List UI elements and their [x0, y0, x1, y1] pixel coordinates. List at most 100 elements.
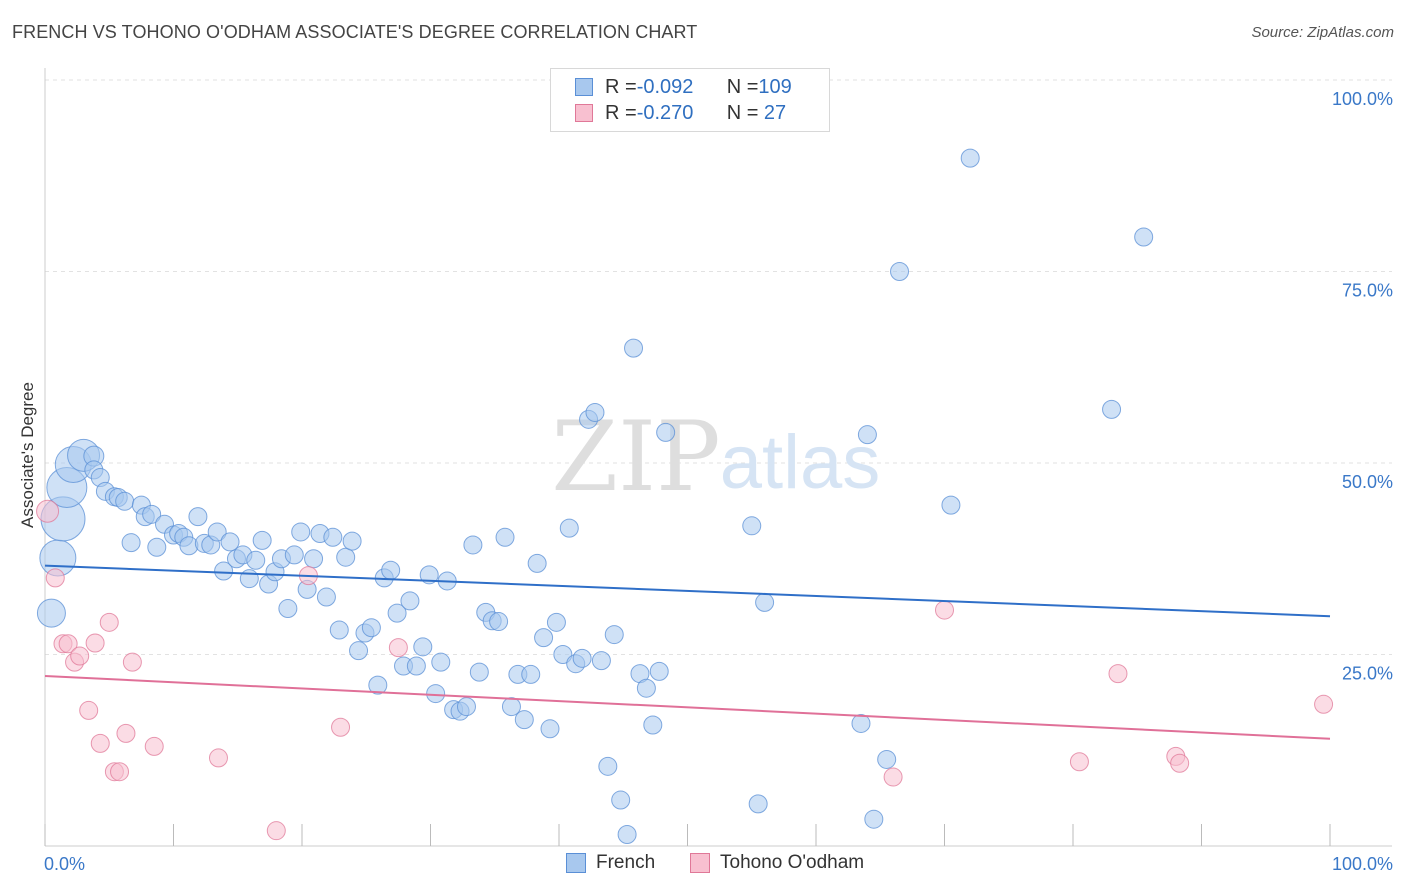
point-french: [419, 565, 439, 585]
watermark-zip: ZIP: [551, 401, 720, 513]
point-french: [941, 495, 961, 515]
point-french: [546, 612, 566, 632]
point-french: [604, 625, 624, 645]
point-french: [336, 547, 356, 567]
point-french: [387, 603, 407, 623]
point-french: [246, 550, 266, 570]
point-french: [252, 530, 272, 550]
y-axis-label: Associate's Degree: [18, 382, 37, 528]
source-label: Source: ZipAtlas.com: [1251, 24, 1394, 41]
legend-n-label: N =: [726, 75, 759, 98]
point-french: [755, 592, 775, 612]
bottom-legend-tohono[interactable]: Tohono O'odham: [690, 852, 864, 874]
point-french: [323, 527, 343, 547]
point-french: [572, 648, 592, 668]
point-french: [585, 402, 605, 422]
point-french: [501, 697, 521, 717]
point-french: [142, 504, 162, 524]
point-french: [611, 790, 631, 810]
trend-layer: [44, 564, 1331, 740]
legend-n-label: N =: [726, 101, 759, 124]
point-french: [329, 620, 349, 640]
point-french: [220, 532, 240, 552]
grid-layer: [45, 79, 1392, 655]
point-french: [649, 661, 669, 681]
point-french: [349, 641, 369, 661]
x-tick-label: 0.0%: [44, 854, 85, 874]
point-french: [284, 545, 304, 565]
point-french: [514, 710, 534, 730]
bottom-legend: French Tohono O'odham: [0, 852, 1406, 878]
point-french: [960, 148, 980, 168]
y-tick-label: 25.0%: [1342, 664, 1393, 684]
point-tohono: [36, 499, 60, 523]
point-tohono: [58, 634, 78, 654]
bottom-legend-french[interactable]: French: [566, 852, 655, 874]
watermark: ZIP atlas: [551, 401, 880, 513]
bottom-legend-label: Tohono O'odham: [720, 852, 865, 873]
bottom-legend-swatch-french: [566, 853, 586, 873]
point-french: [342, 531, 362, 551]
point-french: [413, 637, 433, 657]
point-french: [469, 662, 489, 682]
point-french: [591, 651, 611, 671]
y-tick-label: 100.0%: [1332, 89, 1393, 109]
point-french: [115, 491, 135, 511]
point-french: [207, 522, 227, 542]
point-french: [489, 612, 509, 632]
tick-labels-layer: 100.0% 75.0% 50.0% 25.0% 0.0% 100.0%: [44, 89, 1393, 874]
point-french: [857, 425, 877, 445]
point-french: [1102, 399, 1122, 419]
point-tohono: [331, 717, 351, 737]
axes-layer: [44, 68, 1392, 847]
point-french: [598, 756, 618, 776]
point-french: [188, 507, 208, 527]
point-tohono: [1108, 664, 1128, 684]
legend-r-label: R =: [605, 75, 637, 98]
legend-swatch-french: [575, 78, 593, 96]
point-french: [36, 598, 66, 628]
point-french: [147, 537, 167, 557]
point-french: [291, 522, 311, 542]
point-french: [426, 684, 446, 704]
point-tohono: [208, 748, 228, 768]
point-french: [406, 656, 426, 676]
y-tick-label: 75.0%: [1342, 281, 1393, 301]
point-tohono: [266, 821, 286, 841]
point-french: [636, 678, 656, 698]
y-tick-label: 50.0%: [1342, 472, 1393, 492]
point-tohono: [45, 568, 65, 588]
point-french: [431, 652, 451, 672]
x-tick-label: 100.0%: [1332, 854, 1393, 874]
point-french: [463, 535, 483, 555]
legend-swatch-tohono: [575, 104, 593, 122]
point-tohono: [79, 700, 99, 720]
legend-n-value: 109: [758, 75, 792, 98]
point-french: [890, 262, 910, 281]
point-french: [864, 809, 884, 829]
point-french: [456, 697, 476, 717]
trend-line-tohono: [44, 674, 1331, 740]
point-tohono: [388, 638, 408, 658]
chart-title: FRENCH VS TOHONO O'ODHAM ASSOCIATE'S DEG…: [12, 22, 698, 42]
point-tohono: [883, 767, 903, 787]
point-tohono: [116, 723, 136, 743]
point-tohono: [122, 652, 142, 672]
point-french: [527, 553, 547, 573]
point-french: [304, 549, 324, 569]
point-french: [534, 628, 554, 648]
point-french: [656, 422, 676, 442]
point-french: [559, 518, 579, 538]
points-layer: [36, 148, 1334, 845]
point-french: [877, 749, 897, 769]
point-tohono: [70, 646, 90, 666]
point-tohono: [85, 633, 105, 653]
point-french: [381, 560, 401, 580]
point-tohono: [1069, 752, 1089, 772]
point-tohono: [90, 733, 110, 753]
point-french: [553, 645, 573, 664]
legend-r-value: -0.270: [636, 101, 694, 124]
watermark-atlas: atlas: [720, 420, 881, 505]
point-french: [121, 533, 141, 553]
